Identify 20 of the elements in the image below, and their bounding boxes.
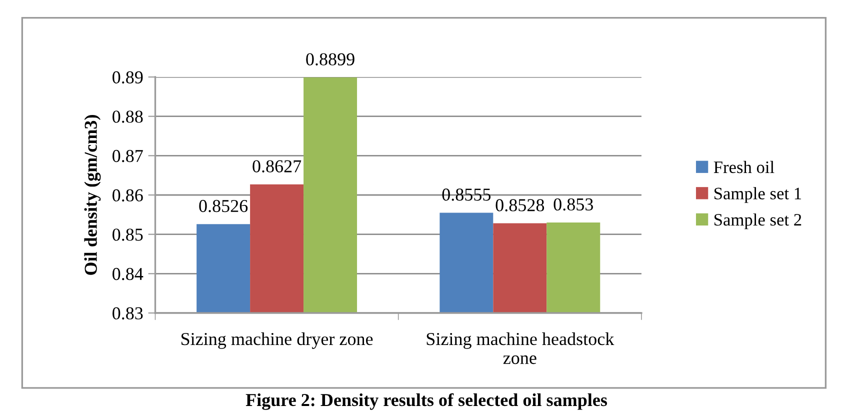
data-label: 0.853: [554, 198, 593, 211]
data-label: 0.8555: [442, 188, 491, 201]
data-label: 0.8899: [306, 53, 354, 66]
y-tick-label: 0.84: [112, 268, 144, 280]
y-tick-label: 0.85: [112, 228, 143, 241]
y-tick-label: 0.89: [112, 71, 143, 84]
x-tick-label: Sizing machine dryer zone: [181, 332, 373, 349]
legend-label: Fresh oil: [714, 160, 774, 174]
x-tick-label: Sizing machine headstock zone: [426, 332, 614, 364]
legend-label: Sample set 2: [714, 213, 802, 230]
y-tick-label: 0.87: [112, 150, 143, 162]
legend-label: Sample set 1: [714, 187, 802, 203]
y-axis-title: Oil density (gm/cm3): [84, 115, 101, 275]
y-tick-label: 0.88: [112, 110, 143, 123]
data-label: 0.8528: [496, 199, 544, 212]
y-tick-label: 0.86: [112, 189, 143, 202]
text: Figure 2: Density results of selected oil samples: [246, 393, 608, 410]
data-label: 0.8627: [252, 160, 302, 172]
y-tick-label: 0.83: [112, 307, 143, 320]
data-label: 0.8526: [199, 200, 248, 212]
